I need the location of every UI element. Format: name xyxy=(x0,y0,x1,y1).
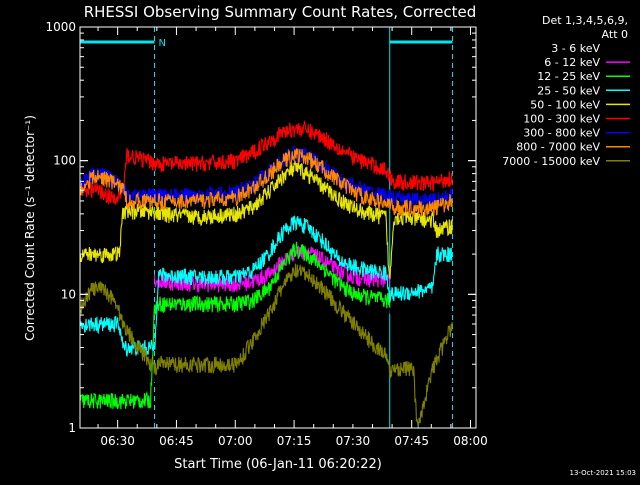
legend-header-detectors: Det 1,3,4,5,6,9, xyxy=(542,14,628,27)
x-tick-label: 07:30 xyxy=(336,434,371,448)
y-tick-label: 1000 xyxy=(45,20,76,34)
legend-label: 3 - 6 keV xyxy=(551,42,600,55)
x-axis-label: Start Time (06-Jan-11 06:20:22) xyxy=(174,457,382,472)
legend-label: 50 - 100 keV xyxy=(530,98,600,111)
legend-label: 7000 - 15000 keV xyxy=(502,155,600,168)
legend-header-attenuator: Att 0 xyxy=(602,28,628,41)
x-tick-label: 07:15 xyxy=(277,434,312,448)
x-tick-label: 06:45 xyxy=(159,434,194,448)
x-tick-label: 08:00 xyxy=(453,434,488,448)
y-tick-label: 10 xyxy=(61,287,76,301)
legend-label: 100 - 300 keV xyxy=(523,113,600,126)
x-tick-label: 07:45 xyxy=(394,434,429,448)
legend-label: 6 - 12 keV xyxy=(544,56,600,69)
legend-label: 12 - 25 keV xyxy=(537,70,600,83)
timestamp: 13-Oct-2021 15:03 xyxy=(570,469,636,477)
series-line-7 xyxy=(79,148,453,217)
legend-label: 25 - 50 keV xyxy=(537,84,600,97)
series-line-8 xyxy=(79,263,453,429)
series-line-4 xyxy=(79,159,453,280)
y-axis-label: Corrected Count Rate (s⁻¹ detector⁻¹) xyxy=(23,115,37,341)
x-tick-label: 06:30 xyxy=(100,434,135,448)
x-tick-label: 07:00 xyxy=(218,434,253,448)
series-line-2 xyxy=(79,241,391,410)
series-line-3 xyxy=(79,215,453,358)
plot-frame xyxy=(79,26,477,429)
chart-title: RHESSI Observing Summary Count Rates, Co… xyxy=(84,3,477,21)
series-line-1 xyxy=(153,244,391,293)
legend-label: 300 - 800 keV xyxy=(523,127,600,140)
y-tick-label: 1 xyxy=(68,421,76,435)
plot-area: N 1 10 100 1000 06:30 06:45 07:00 07:15 07:30 07:4… xyxy=(45,20,487,448)
legend-label: 800 - 7000 keV xyxy=(516,141,600,154)
y-tick-label: 100 xyxy=(53,154,76,168)
series-line-5 xyxy=(79,120,453,206)
night-flag-label: N xyxy=(158,38,165,49)
